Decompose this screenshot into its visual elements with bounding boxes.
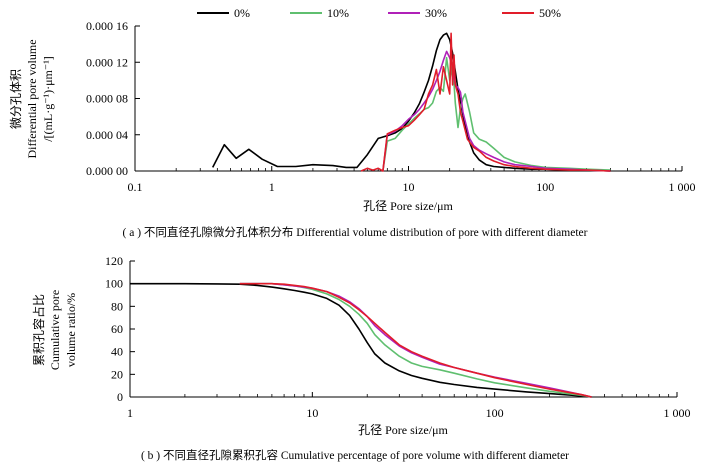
panel-b-x-tick-label: 100 xyxy=(486,406,504,420)
panel-a-series-50pct xyxy=(360,32,611,172)
panel-b-y-label-en2: volume ratio/% xyxy=(64,293,78,367)
panel-a-y-tick-label: 0.000 16 xyxy=(86,19,128,33)
panel-a-ticks: 0.1 1 10 100 1 000 0.000 00 0.000 04 0.000 08 0.… xyxy=(86,19,696,194)
panel-a-caption: ( a ) 不同直径孔隙微分孔体积分布 Differential volume … xyxy=(123,225,588,239)
panel-a-y-label: 微分孔体积 Differential pore volume /[(mL·g⁻¹… xyxy=(9,39,55,158)
panel-a-x-label: 孔径 Pore size/μm xyxy=(363,199,453,213)
panel-b-y-tick-label: 60 xyxy=(111,322,123,336)
legend-label-30: 30% xyxy=(425,6,447,20)
panel-b-x-tick-label: 1 000 xyxy=(664,406,691,420)
panel-b-x-tick-label: 1 xyxy=(127,406,133,420)
legend: 0% 10% 30% 50% xyxy=(197,6,561,20)
panel-b-y-tick-label: 120 xyxy=(105,254,123,268)
panel-a-series-10pct xyxy=(382,56,611,172)
legend-label-50: 50% xyxy=(539,6,561,20)
panel-a-x-tick-label: 1 000 xyxy=(669,180,696,194)
panel-b: 1 10 100 1 000 0 20 40 60 80 100 120 孔径 Pore size/… xyxy=(31,254,691,462)
panel-a-series-0pct xyxy=(211,32,611,172)
panel-a-x-tick-label: 0.1 xyxy=(128,180,143,194)
panel-a-x-tick-label: 1 xyxy=(269,180,275,194)
panel-a: 0.1 1 10 100 1 000 0.000 00 0.000 04 0.000 08 0.… xyxy=(9,19,696,239)
panel-a-y-tick-label: 0.000 08 xyxy=(86,92,128,106)
panel-b-series-0pct xyxy=(130,282,592,398)
panel-a-y-tick-label: 0.000 12 xyxy=(86,55,128,69)
panel-b-y-label: 累积孔容占比 Cumulative pore volume ratio/% xyxy=(31,290,78,370)
legend-label-0: 0% xyxy=(234,6,250,20)
panel-a-series xyxy=(211,32,611,172)
panel-b-x-label: 孔径 Pore size/μm xyxy=(358,423,448,437)
legend-label-10: 10% xyxy=(327,6,349,20)
panel-b-y-tick-label: 0 xyxy=(117,390,123,404)
panel-b-y-tick-label: 100 xyxy=(105,277,123,291)
panel-b-ticks: 1 10 100 1 000 0 20 40 60 80 100 120 xyxy=(105,254,691,420)
panel-b-series-10pct xyxy=(239,282,592,398)
panel-b-y-tick-label: 20 xyxy=(111,367,123,381)
panel-a-y-tick-label: 0.000 04 xyxy=(86,128,128,142)
panel-a-series-30pct xyxy=(382,50,611,172)
panel-a-y-label-cn: 微分孔体积 xyxy=(9,69,23,129)
panel-a-x-tick-label: 100 xyxy=(536,180,554,194)
panel-a-y-label-en1: Differential pore volume xyxy=(25,39,39,158)
panel-b-y-tick-label: 80 xyxy=(111,299,123,313)
panel-a-x-tick-label: 10 xyxy=(403,180,415,194)
panel-a-y-tick-label: 0.000 00 xyxy=(86,164,128,178)
panel-b-series-30pct xyxy=(239,282,592,398)
panel-b-series xyxy=(130,282,592,398)
panel-a-y-label-en2: /[(mL·g⁻¹)·μm⁻¹] xyxy=(41,56,55,142)
panel-b-y-label-cn: 累积孔容占比 xyxy=(31,294,46,366)
panel-b-y-tick-label: 40 xyxy=(111,345,123,359)
panel-b-caption: ( b ) 不同直径孔隙累积孔容 Cumulative percentage o… xyxy=(141,448,569,462)
panel-b-x-tick-label: 10 xyxy=(306,406,318,420)
panel-b-y-label-en1: Cumulative pore xyxy=(48,290,62,370)
panel-b-series-50pct xyxy=(239,282,592,398)
